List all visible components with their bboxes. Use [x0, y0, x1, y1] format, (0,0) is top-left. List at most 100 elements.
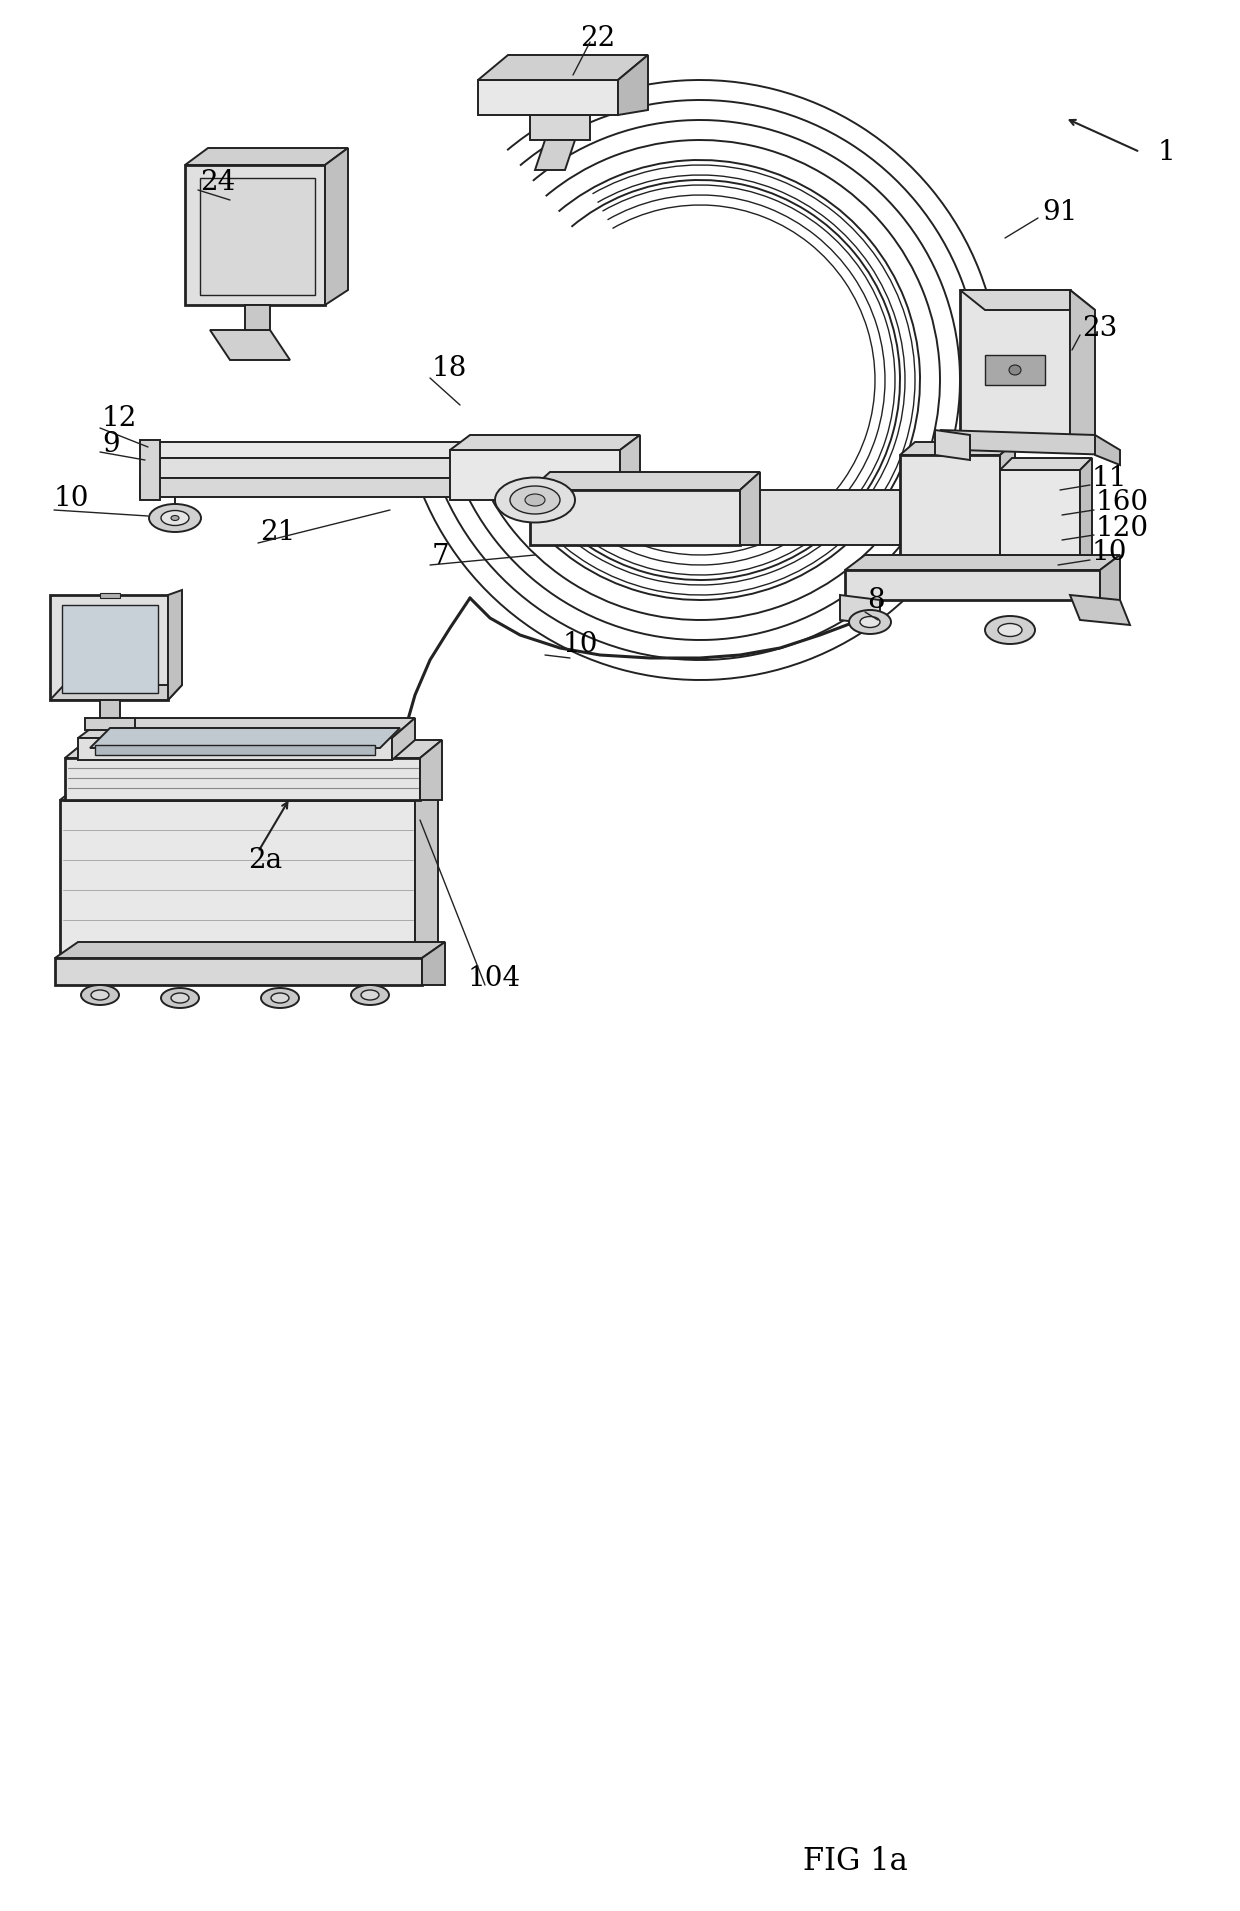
Polygon shape — [529, 115, 590, 140]
Text: 160: 160 — [1096, 489, 1149, 516]
Polygon shape — [200, 178, 315, 294]
Ellipse shape — [1009, 365, 1021, 375]
Polygon shape — [145, 459, 475, 478]
Polygon shape — [392, 719, 415, 761]
Polygon shape — [100, 699, 120, 719]
Ellipse shape — [495, 478, 575, 522]
Polygon shape — [740, 472, 760, 545]
Polygon shape — [420, 740, 441, 801]
Polygon shape — [620, 436, 640, 501]
Ellipse shape — [149, 505, 201, 531]
Text: 24: 24 — [200, 168, 236, 195]
Text: 10: 10 — [562, 631, 598, 659]
Polygon shape — [91, 728, 401, 747]
Ellipse shape — [171, 994, 188, 1003]
Polygon shape — [960, 290, 1095, 310]
Polygon shape — [60, 801, 415, 959]
Polygon shape — [50, 684, 182, 699]
Polygon shape — [95, 745, 374, 755]
Polygon shape — [960, 290, 1070, 436]
Polygon shape — [839, 594, 880, 625]
Polygon shape — [167, 590, 182, 699]
Polygon shape — [529, 489, 740, 545]
Ellipse shape — [260, 988, 299, 1007]
Polygon shape — [422, 942, 445, 984]
Ellipse shape — [998, 623, 1022, 636]
Ellipse shape — [351, 984, 389, 1005]
Polygon shape — [185, 164, 325, 306]
Text: 2a: 2a — [248, 847, 283, 873]
Polygon shape — [50, 594, 167, 699]
Polygon shape — [325, 147, 348, 306]
Polygon shape — [477, 80, 618, 115]
Polygon shape — [999, 470, 1080, 554]
Polygon shape — [940, 430, 1115, 455]
Polygon shape — [450, 449, 620, 501]
Text: 7: 7 — [432, 543, 450, 569]
Ellipse shape — [525, 495, 546, 506]
Text: 91: 91 — [1042, 199, 1078, 225]
Polygon shape — [477, 55, 649, 80]
Polygon shape — [844, 554, 1120, 569]
Polygon shape — [900, 441, 1016, 455]
Polygon shape — [1080, 459, 1092, 554]
Ellipse shape — [849, 610, 892, 634]
Text: 1: 1 — [1158, 138, 1176, 166]
Polygon shape — [1070, 290, 1095, 449]
Text: 120: 120 — [1096, 514, 1149, 541]
Text: 11: 11 — [1092, 464, 1127, 491]
Polygon shape — [155, 441, 470, 459]
Text: 10: 10 — [55, 485, 89, 512]
Ellipse shape — [861, 617, 880, 627]
Text: 21: 21 — [260, 520, 295, 547]
Text: FIG 1a: FIG 1a — [802, 1846, 908, 1877]
Text: 18: 18 — [432, 355, 467, 382]
Text: 12: 12 — [102, 405, 138, 432]
Polygon shape — [450, 436, 640, 449]
Polygon shape — [1095, 436, 1120, 464]
Text: 9: 9 — [102, 430, 119, 457]
Polygon shape — [740, 489, 900, 545]
Polygon shape — [1070, 594, 1130, 625]
Polygon shape — [534, 140, 575, 170]
Ellipse shape — [161, 988, 198, 1007]
Polygon shape — [246, 306, 270, 331]
Polygon shape — [935, 430, 970, 461]
Ellipse shape — [171, 516, 179, 520]
Polygon shape — [64, 740, 441, 759]
Polygon shape — [900, 455, 999, 581]
Polygon shape — [999, 459, 1092, 470]
Polygon shape — [140, 478, 477, 497]
Polygon shape — [78, 738, 392, 761]
Polygon shape — [55, 957, 422, 984]
Text: 10: 10 — [1092, 539, 1127, 566]
Ellipse shape — [161, 510, 188, 526]
Polygon shape — [100, 592, 120, 598]
Polygon shape — [62, 606, 157, 694]
Polygon shape — [529, 472, 760, 489]
Polygon shape — [86, 719, 135, 730]
Polygon shape — [60, 782, 438, 801]
Ellipse shape — [510, 485, 560, 514]
Ellipse shape — [985, 615, 1035, 644]
Polygon shape — [1100, 554, 1120, 600]
Ellipse shape — [81, 984, 119, 1005]
Polygon shape — [999, 441, 1016, 581]
Polygon shape — [78, 719, 415, 738]
Polygon shape — [185, 147, 348, 164]
Polygon shape — [844, 569, 1100, 600]
Ellipse shape — [272, 994, 289, 1003]
Text: 8: 8 — [867, 587, 884, 613]
Polygon shape — [55, 942, 445, 957]
Polygon shape — [415, 782, 438, 961]
Polygon shape — [618, 55, 649, 115]
Polygon shape — [985, 355, 1045, 384]
Ellipse shape — [361, 990, 379, 999]
Text: 104: 104 — [467, 965, 521, 992]
Polygon shape — [140, 440, 160, 501]
Text: 23: 23 — [1083, 315, 1117, 342]
Text: 22: 22 — [580, 25, 615, 52]
Ellipse shape — [91, 990, 109, 999]
Polygon shape — [210, 331, 290, 359]
Polygon shape — [64, 759, 420, 801]
